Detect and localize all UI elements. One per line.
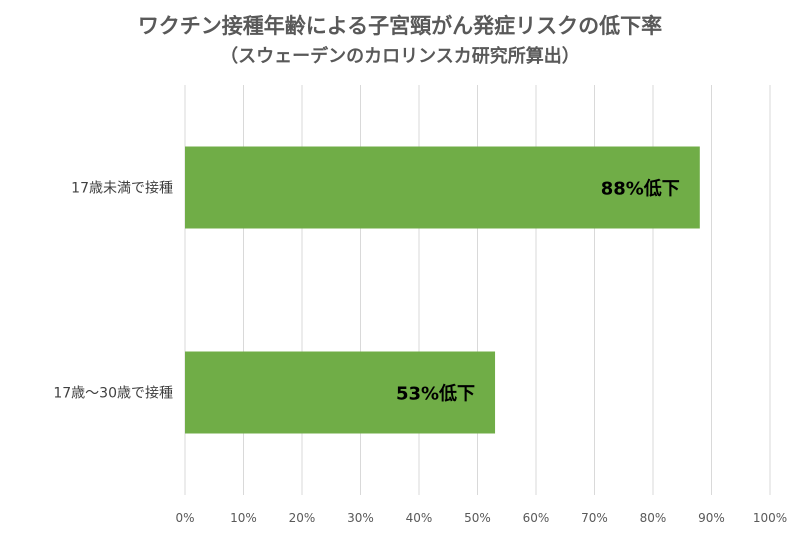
data-label: 53%低下 xyxy=(396,383,475,405)
x-tick-label: 40% xyxy=(406,511,433,525)
category-label: 17歳未満で接種 xyxy=(71,180,173,197)
x-tick-label: 30% xyxy=(347,511,374,525)
x-tick-label: 80% xyxy=(640,511,667,525)
chart-title: ワクチン接種年齢による子宮頸がん発症リスクの低下率 xyxy=(137,14,663,38)
bar xyxy=(185,351,496,434)
data-label: 88%低下 xyxy=(601,178,680,200)
x-tick-label: 50% xyxy=(464,511,491,525)
x-tick-label: 100% xyxy=(753,511,787,525)
chart-subtitle: （スウェーデンのカロリンスカ研究所算出） xyxy=(220,46,580,67)
x-tick-label: 90% xyxy=(698,511,725,525)
x-tick-label: 0% xyxy=(175,511,194,525)
x-tick-label: 60% xyxy=(523,511,550,525)
category-label: 17歳～30歳で接種 xyxy=(53,385,173,402)
x-tick-label: 20% xyxy=(289,511,316,525)
x-tick-label: 10% xyxy=(230,511,257,525)
x-tick-label: 70% xyxy=(581,511,608,525)
bar xyxy=(185,146,700,229)
